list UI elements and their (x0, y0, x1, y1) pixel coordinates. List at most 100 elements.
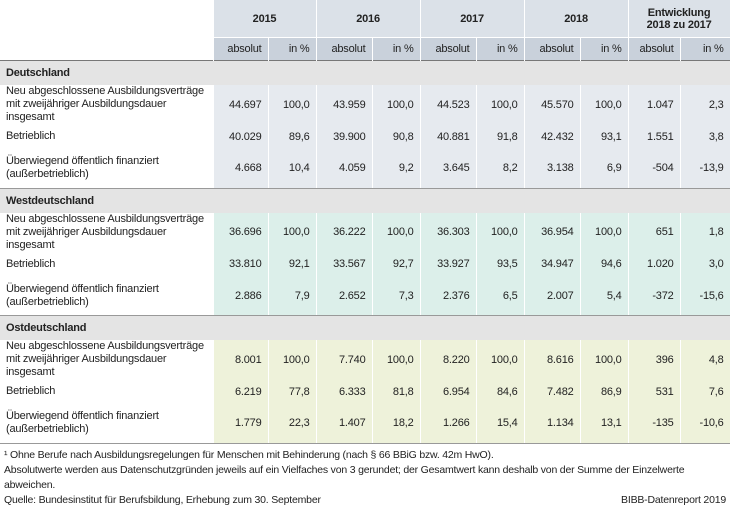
cell-value: 7,6 (680, 379, 730, 404)
row-label: Betrieblich (0, 251, 214, 277)
year-header: 2018 (524, 0, 629, 38)
cell-value: 89,6 (268, 124, 317, 149)
cell-value: -372 (628, 276, 681, 316)
cell-value: 1.551 (628, 124, 681, 149)
cell-value: 1,8 (680, 212, 730, 252)
cell-value: 1.047 (628, 85, 681, 124)
section-title: Westdeutschland (0, 187, 730, 213)
data-row: Überwiegend öffentlich finanziert (außer… (0, 276, 730, 316)
header-row: 2015 2016 2017 2018 Entwicklung 2018 zu 2017 (0, 0, 730, 38)
sub-header: in % (268, 37, 317, 61)
cell-value: 40.029 (213, 124, 269, 149)
cell-value: 396 (628, 340, 681, 379)
cell-value: 81,8 (372, 379, 421, 404)
cell-value: 1.020 (628, 251, 681, 277)
section-row: Ostdeutschland (0, 315, 730, 340)
cell-value: 45.570 (524, 85, 581, 124)
cell-value: 77,8 (268, 379, 317, 404)
sub-header: in % (476, 37, 525, 61)
cell-value: 100,0 (580, 85, 629, 124)
data-row: Neu abgeschlossene Ausbildungsverträge m… (0, 212, 730, 252)
cell-value: 7.482 (524, 379, 581, 404)
cell-value: 36.222 (316, 212, 373, 252)
cell-value: 93,5 (476, 251, 525, 277)
cell-value: 3,8 (680, 124, 730, 149)
cell-value: 2,3 (680, 85, 730, 124)
cell-value: 4.668 (213, 149, 269, 189)
cell-value: 36.954 (524, 212, 581, 252)
footnote: Absolutwerte werden aus Datenschutzgründ… (4, 463, 685, 491)
change-header: Entwicklung 2018 zu 2017 (628, 0, 730, 38)
cell-value: 90,8 (372, 124, 421, 149)
row-label: Neu abgeschlossene Ausbildungsverträge m… (0, 340, 214, 379)
row-label: Neu abgeschlossene Ausbildungsverträge m… (0, 212, 214, 252)
row-label: Neu abgeschlossene Ausbildungsverträge m… (0, 85, 214, 124)
section-title: Deutschland (0, 60, 730, 85)
data-row: Überwiegend öffentlich finanziert (außer… (0, 404, 730, 444)
cell-value: 100,0 (268, 212, 317, 252)
row-label: Betrieblich (0, 124, 214, 149)
cell-value: 100,0 (580, 212, 629, 252)
subheader-row: absolut in % absolut in % absolut in % absolut… (0, 37, 730, 61)
cell-value: 10,4 (268, 149, 317, 189)
cell-value: 9,2 (372, 149, 421, 189)
cell-value: 39.900 (316, 124, 373, 149)
cell-value: 93,1 (580, 124, 629, 149)
cell-value: 100,0 (476, 85, 525, 124)
cell-value: 33.567 (316, 251, 373, 277)
cell-value: 42.432 (524, 124, 581, 149)
row-label: Überwiegend öffentlich finanziert (außer… (0, 404, 214, 444)
year-header: 2015 (213, 0, 317, 38)
cell-value: 100,0 (268, 340, 317, 379)
cell-value: 6.219 (213, 379, 269, 404)
cell-value: 94,6 (580, 251, 629, 277)
cell-value: 3,0 (680, 251, 730, 277)
cell-value: 100,0 (268, 85, 317, 124)
cell-value: -135 (628, 404, 681, 444)
cell-value: 8.001 (213, 340, 269, 379)
sub-header: in % (372, 37, 421, 61)
cell-value: 22,3 (268, 404, 317, 444)
cell-value: 92,7 (372, 251, 421, 277)
cell-value: 531 (628, 379, 681, 404)
section-row: Deutschland (0, 60, 730, 85)
cell-value: 44.697 (213, 85, 269, 124)
sub-header: absolut (316, 37, 373, 61)
cell-value: 100,0 (372, 85, 421, 124)
data-row: Neu abgeschlossene Ausbildungsverträge m… (0, 340, 730, 379)
sub-header: absolut (524, 37, 581, 61)
data-row: Betrieblich 6.219 77,8 6.333 81,8 6.954 84,6 7.… (0, 379, 730, 404)
cell-value: -10,6 (680, 404, 730, 444)
cell-value: -13,9 (680, 149, 730, 189)
cell-value: -15,6 (680, 276, 730, 316)
cell-value: 36.696 (213, 212, 269, 252)
cell-value: 100,0 (372, 212, 421, 252)
cell-value: 4.059 (316, 149, 373, 189)
section-row: Westdeutschland (0, 187, 730, 213)
source: Quelle: Bundesinstitut für Berufsbildung… (4, 493, 321, 506)
cell-value: 40.881 (420, 124, 477, 149)
cell-value: 100,0 (580, 340, 629, 379)
cell-value: 7,9 (268, 276, 317, 316)
cell-value: 3.645 (420, 149, 477, 189)
cell-value: 3.138 (524, 149, 581, 189)
cell-value: 86,9 (580, 379, 629, 404)
cell-value: 6,9 (580, 149, 629, 189)
row-label: Überwiegend öffentlich finanziert (außer… (0, 149, 214, 189)
cell-value: 4,8 (680, 340, 730, 379)
cell-value: 2.652 (316, 276, 373, 316)
sub-header: in % (680, 37, 730, 61)
cell-value: 84,6 (476, 379, 525, 404)
cell-value: 34.947 (524, 251, 581, 277)
data-row: Betrieblich 40.029 89,6 39.900 90,8 40.881 91,… (0, 124, 730, 149)
cell-value: 1.779 (213, 404, 269, 444)
corner-cell (0, 0, 214, 38)
cell-value: 2.886 (213, 276, 269, 316)
footnote: ¹ Ohne Berufe nach Ausbildungsregelungen… (4, 448, 494, 461)
cell-value: 6,5 (476, 276, 525, 316)
cell-value: 6.954 (420, 379, 477, 404)
cell-value: 36.303 (420, 212, 477, 252)
cell-value: 1.407 (316, 404, 373, 444)
year-header: 2016 (316, 0, 421, 38)
cell-value: 1.266 (420, 404, 477, 444)
